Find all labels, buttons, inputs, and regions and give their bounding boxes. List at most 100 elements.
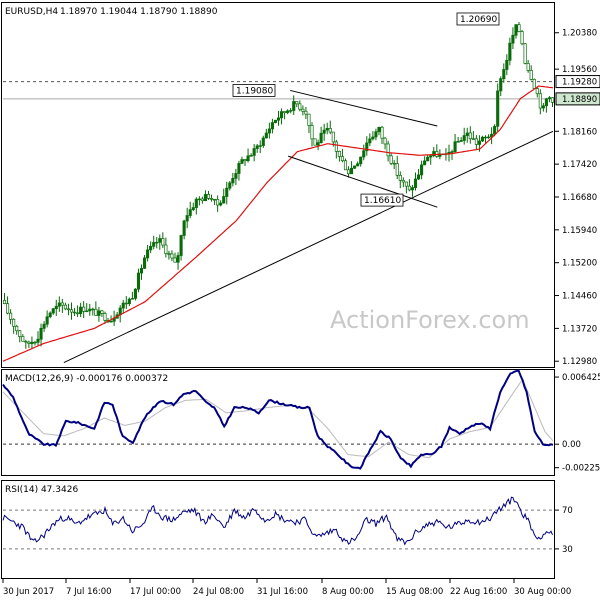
candle-body xyxy=(353,165,357,169)
candle-body xyxy=(39,327,43,340)
candle-body xyxy=(432,151,436,157)
candle-body xyxy=(88,308,92,312)
candle-body xyxy=(231,178,235,184)
candle-body xyxy=(66,308,71,311)
candle-body xyxy=(346,169,351,175)
candle-body xyxy=(36,338,40,343)
candle-body xyxy=(63,304,67,310)
candle-body xyxy=(304,110,308,115)
candle-body xyxy=(185,215,189,222)
candle-body xyxy=(483,136,488,139)
candle-body xyxy=(541,105,545,109)
time-tick-label: 7 Jul 16:00 xyxy=(66,587,112,597)
price-tick-label: 1.14460 xyxy=(562,292,597,302)
resistance-level-label: 1.19280 xyxy=(562,78,597,88)
candle-body xyxy=(416,174,421,180)
candle-body xyxy=(511,34,515,44)
candle-body xyxy=(301,108,305,112)
rsi-panel-frame xyxy=(1,480,555,579)
candle-body xyxy=(474,138,478,145)
price-panel-frame xyxy=(1,2,555,368)
price-tick-label: 1.16680 xyxy=(562,193,597,203)
candle-body xyxy=(359,156,363,165)
ohlc-readout: 1.18970 1.19044 1.18790 1.18890 xyxy=(60,7,218,17)
watermark: ActionForex.com xyxy=(330,306,530,334)
time-tick-label: 31 Jul 16:00 xyxy=(257,587,308,597)
macd-panel-frame xyxy=(1,369,555,476)
candle-body xyxy=(368,138,372,144)
time-tick-label: 30 Jun 2017 xyxy=(3,587,54,597)
candle-body xyxy=(72,311,77,314)
candle-body xyxy=(487,136,491,139)
rsi-tick-label: 30 xyxy=(562,545,573,555)
candle-body xyxy=(520,31,524,45)
candle-body xyxy=(508,42,512,61)
candle-body xyxy=(331,131,335,143)
candle-body xyxy=(273,119,278,123)
candle-body xyxy=(136,272,141,290)
candle-body xyxy=(313,138,317,146)
candle-body xyxy=(292,101,296,111)
candle-body xyxy=(246,155,250,162)
candle-body xyxy=(54,305,58,310)
candle-body xyxy=(389,155,393,164)
candle-body xyxy=(310,125,314,140)
candle-body xyxy=(69,309,74,313)
price-annotation: 1.16610 xyxy=(364,196,401,206)
candle-body xyxy=(456,141,460,143)
candle-body xyxy=(550,97,555,103)
time-tick-label: 24 Jul 08:00 xyxy=(193,587,244,597)
candle-body xyxy=(2,300,7,304)
candle-body xyxy=(493,125,497,135)
macd-title: MACD(12,26,9) -0.000176 0.000372 xyxy=(5,374,168,384)
price-tick-label: 1.18160 xyxy=(562,127,597,137)
candle-body xyxy=(209,198,214,200)
price-tick-label: 1.12980 xyxy=(562,357,597,367)
candle-body xyxy=(526,63,530,71)
candle-body xyxy=(213,198,217,201)
time-tick-label: 17 Jul 00:00 xyxy=(130,587,181,597)
candle-body xyxy=(517,24,521,32)
candle-body xyxy=(206,194,211,199)
macd-tick-label: 0.006425 xyxy=(562,373,600,383)
candle-body xyxy=(258,145,262,147)
candle-body xyxy=(82,306,86,312)
candle-body xyxy=(158,238,162,243)
candle-body xyxy=(383,137,387,145)
candle-body xyxy=(197,198,201,201)
candle-body xyxy=(407,185,411,191)
candle-body xyxy=(538,93,542,109)
candle-body xyxy=(234,173,238,179)
candle-body xyxy=(371,136,375,140)
candle-body xyxy=(283,111,287,113)
candle-body xyxy=(240,159,244,164)
candle-body xyxy=(289,110,293,112)
candle-body xyxy=(255,145,259,149)
candle-body xyxy=(203,194,207,202)
candle-body xyxy=(280,111,284,119)
candle-body xyxy=(51,308,55,314)
macd-tick-label: 0.00 xyxy=(562,440,581,450)
time-tick-label: 30 Aug 00:00 xyxy=(514,587,571,597)
candle-body xyxy=(155,241,159,244)
candle-body xyxy=(60,302,64,306)
candle-body xyxy=(139,267,144,274)
candle-body xyxy=(267,128,271,134)
candle-body xyxy=(365,142,369,152)
candle-body xyxy=(502,69,506,80)
candle-body xyxy=(532,79,536,89)
candle-body xyxy=(401,180,405,183)
candle-body xyxy=(477,140,481,145)
candle-body xyxy=(398,175,402,181)
candle-body xyxy=(127,298,131,305)
candle-body xyxy=(33,341,37,344)
candle-body xyxy=(404,181,408,187)
candle-body xyxy=(243,159,247,162)
price-tick-label: 1.19560 xyxy=(562,65,597,75)
price-tick-label: 1.20380 xyxy=(562,29,597,39)
candle-body xyxy=(6,303,10,314)
candle-body xyxy=(322,129,326,134)
channel-upper-line xyxy=(290,89,438,127)
candle-body xyxy=(465,132,469,136)
